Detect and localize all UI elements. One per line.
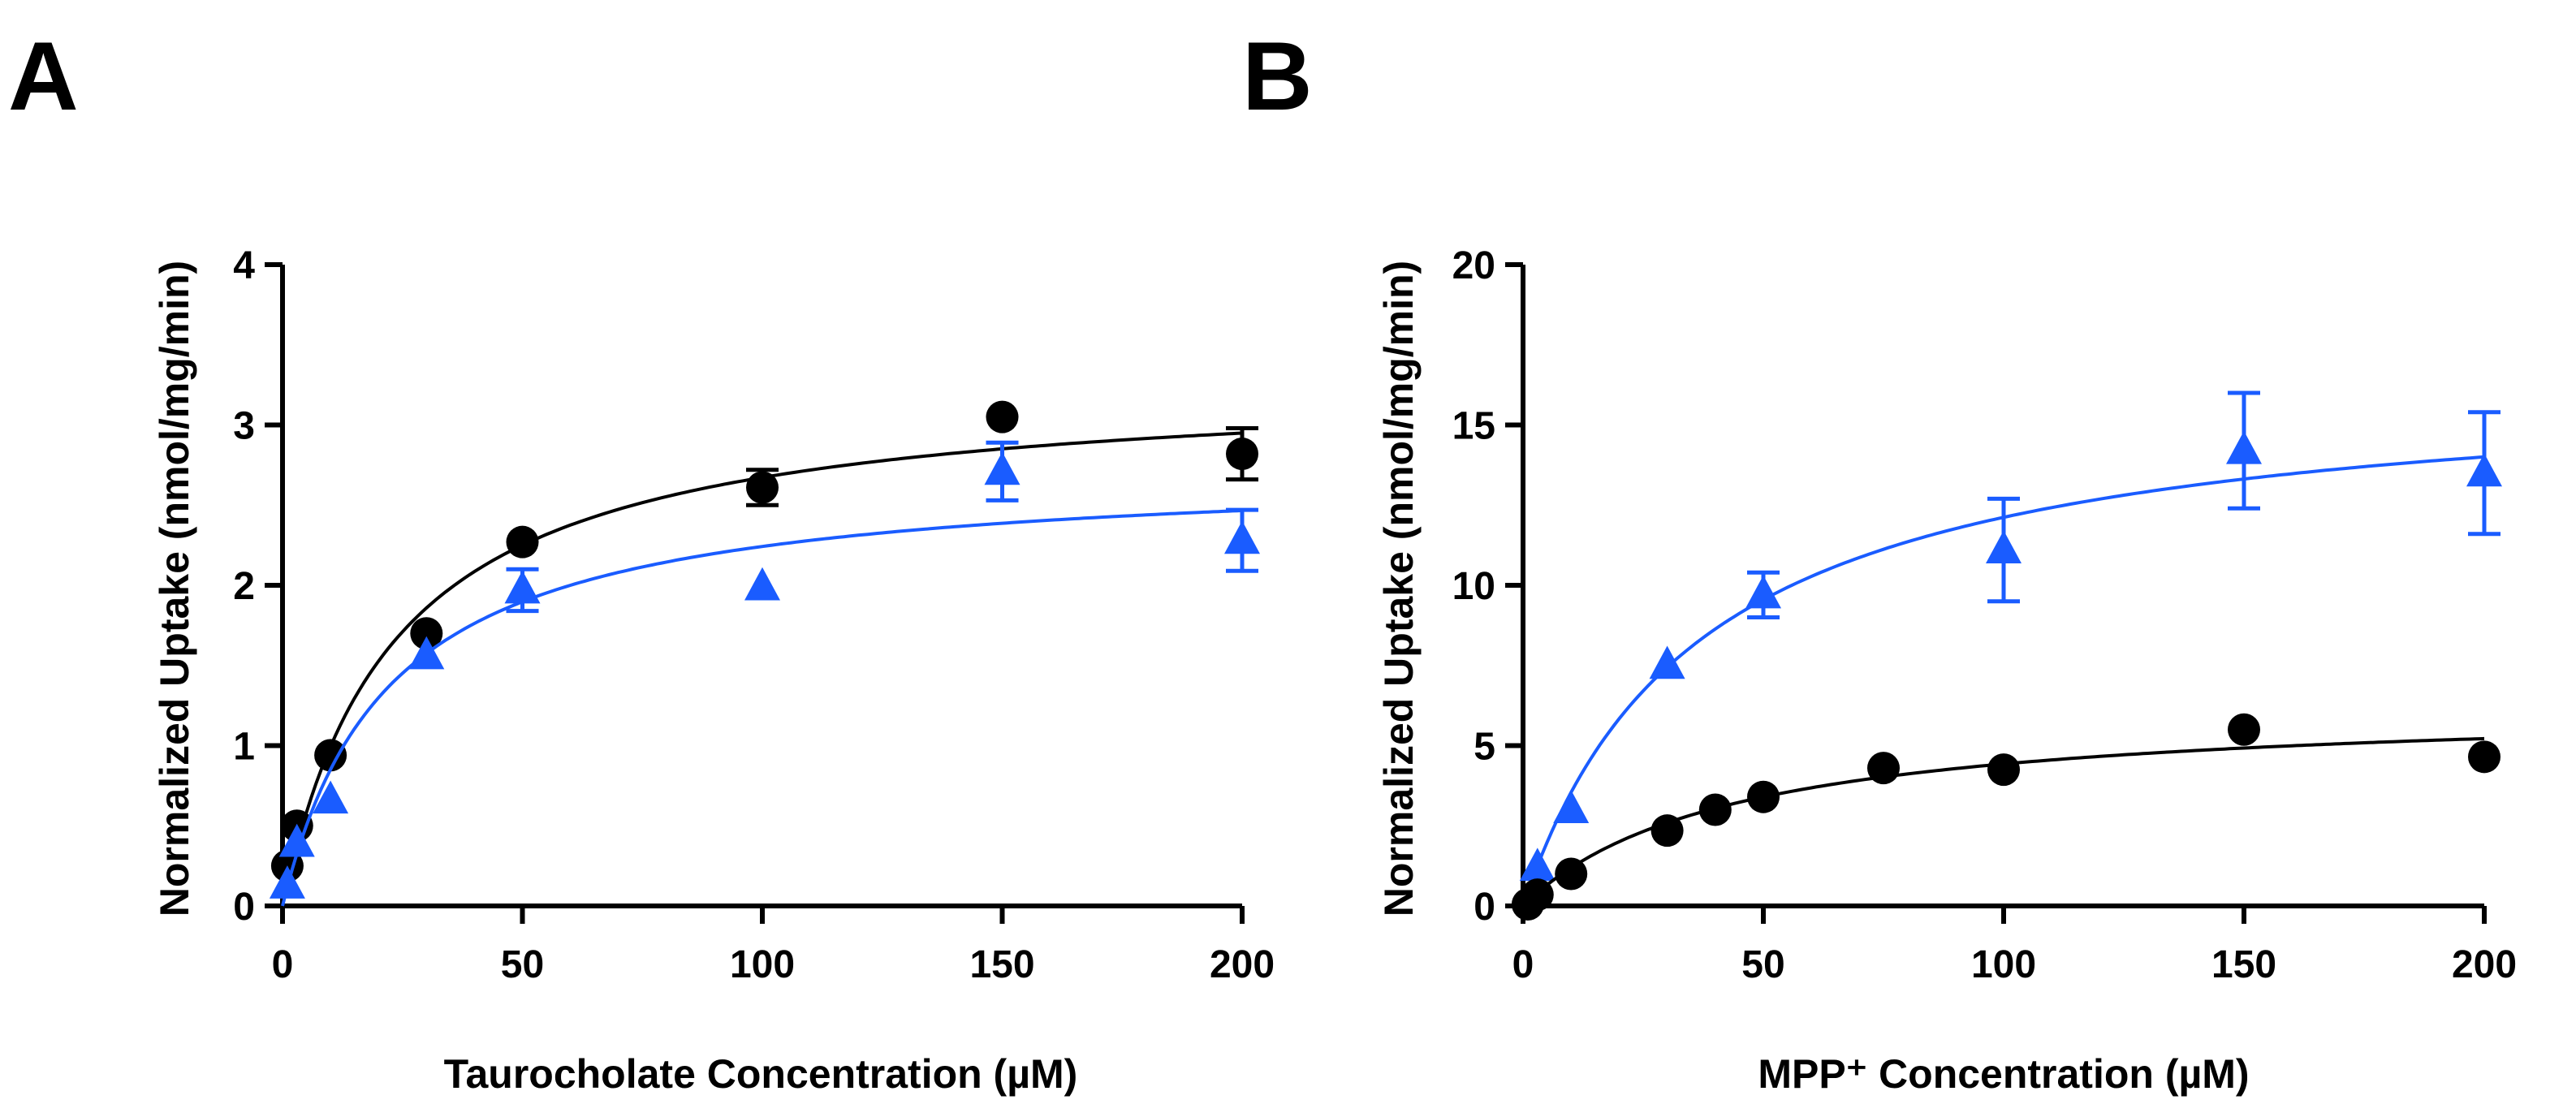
- data-point-circle: [1747, 780, 1780, 813]
- data-point-triangle: [1224, 520, 1260, 554]
- data-point-circle: [2468, 740, 2500, 774]
- x-tick-label: 50: [501, 943, 544, 986]
- data-point-triangle: [408, 636, 445, 670]
- data-point-triangle: [313, 780, 349, 814]
- x-axis-label-a: Taurocholate Concentration (µM): [444, 1051, 1078, 1097]
- data-point-circle: [1226, 438, 1258, 471]
- y-axis-label-b: Normalized Uptake (nmol/mg/min): [1376, 261, 1422, 916]
- panel-a: A Normalized Uptake (nmol/mg/min) Tauroc…: [8, 22, 1275, 1097]
- data-point-triangle: [984, 451, 1020, 485]
- x-tick-label: 200: [2452, 943, 2517, 986]
- x-tick-label: 0: [1512, 943, 1534, 986]
- data-point-triangle: [1649, 645, 1685, 679]
- data-point-triangle: [1519, 847, 1556, 882]
- data-point-triangle: [278, 823, 315, 857]
- data-point-circle: [314, 739, 347, 772]
- data-point-circle: [1987, 753, 2020, 787]
- x-tick-label: 150: [969, 943, 1034, 986]
- data-point-circle: [1867, 752, 1900, 785]
- y-tick-label: 2: [233, 565, 255, 608]
- data-point-circle: [1698, 793, 1732, 826]
- y-axis-label-a: Normalized Uptake (nmol/mg/min): [152, 261, 197, 916]
- data-point-circle: [2228, 713, 2260, 746]
- y-tick-label: 10: [1452, 565, 1495, 608]
- data-point-triangle: [504, 570, 541, 604]
- y-tick-label: 5: [1474, 726, 1495, 769]
- data-point-circle: [1555, 857, 1588, 891]
- data-point-circle: [1650, 814, 1684, 847]
- x-tick-label: 100: [1971, 943, 2036, 986]
- x-tick-label: 0: [272, 943, 294, 986]
- fit-curve-triangle: [281, 508, 1243, 907]
- y-tick-label: 3: [233, 405, 255, 448]
- x-tick-label: 200: [1210, 943, 1275, 986]
- y-tick-label: 0: [1474, 886, 1495, 929]
- panel-label-b: B: [1242, 22, 1313, 131]
- y-tick-label: 0: [233, 886, 255, 929]
- x-tick-label: 50: [1741, 943, 1784, 986]
- y-tick-label: 15: [1452, 405, 1495, 448]
- panel-label-a: A: [8, 22, 79, 131]
- x-axis-label-b: MPP⁺ Concentration (µM): [1758, 1051, 2249, 1097]
- x-tick-label: 150: [2211, 943, 2276, 986]
- y-tick-label: 4: [233, 244, 255, 287]
- data-point-circle: [746, 471, 779, 504]
- x-tick-label: 100: [730, 943, 795, 986]
- data-point-circle: [986, 400, 1019, 433]
- y-tick-label: 20: [1452, 244, 1495, 287]
- y-tick-label: 1: [233, 726, 255, 769]
- data-point-triangle: [2226, 430, 2262, 464]
- data-point-triangle: [1553, 790, 1590, 823]
- panel-b: B Normalized Uptake (nmol/mg/min) MPP⁺ C…: [1242, 22, 2517, 1097]
- data-point-triangle: [1745, 575, 1781, 609]
- data-point-circle: [1521, 878, 1554, 912]
- data-point-triangle: [2466, 453, 2502, 487]
- data-point-triangle: [269, 865, 305, 899]
- data-point-circle: [410, 617, 443, 650]
- data-point-triangle: [1986, 530, 2022, 564]
- data-point-triangle: [744, 567, 780, 601]
- data-point-circle: [506, 525, 539, 558]
